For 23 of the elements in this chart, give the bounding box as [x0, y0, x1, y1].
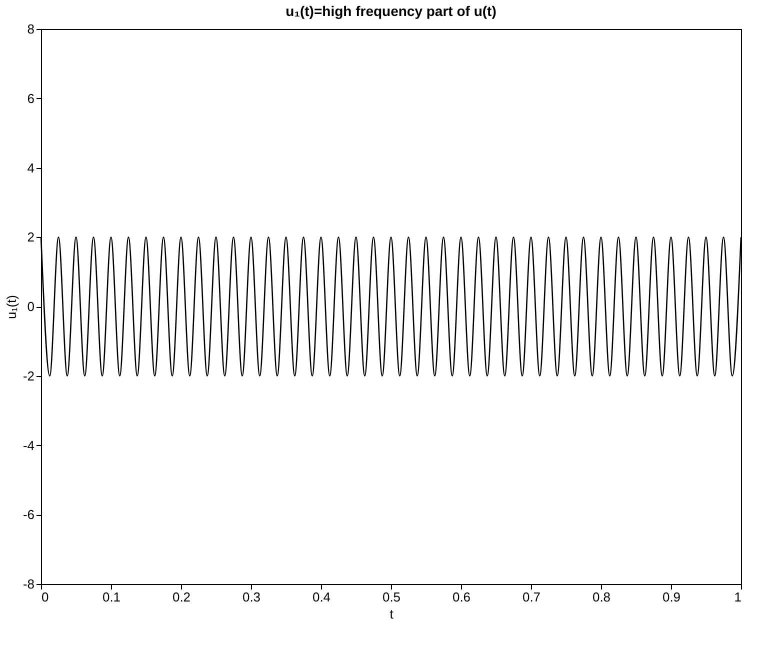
x-tick-label: 0.8 — [592, 590, 611, 604]
x-tick-label: 0.3 — [242, 590, 261, 604]
x-axis-title: t — [390, 606, 394, 622]
y-tick-label: 0 — [27, 299, 34, 314]
x-tick-label: 0.4 — [312, 590, 331, 604]
y-tick-label: 8 — [27, 22, 34, 36]
x-tick-label: 1 — [734, 590, 742, 604]
y-tick-label: -2 — [22, 368, 34, 384]
x-tick-label: 0.7 — [522, 590, 541, 604]
y-tick-label: -6 — [22, 507, 34, 522]
y-tick-label: -4 — [22, 438, 34, 453]
y-tick-label: -8 — [22, 576, 34, 592]
y-tick-label: 2 — [27, 230, 34, 245]
x-tick-label: 0.9 — [662, 590, 681, 604]
x-tick-label: 0.1 — [102, 590, 121, 604]
y-axis-title: u₁(t) — [4, 295, 19, 319]
x-tick-label: 0 — [42, 590, 49, 604]
y-tick-label: 4 — [27, 160, 34, 176]
x-tick-label: 0.6 — [452, 590, 471, 604]
y-tick-label: 6 — [27, 90, 34, 106]
x-tick-label: 0.5 — [382, 590, 401, 604]
x-tick-label: 0.2 — [172, 590, 191, 604]
chart-title: u₁(t)=high frequency part of u(t) — [286, 3, 496, 19]
